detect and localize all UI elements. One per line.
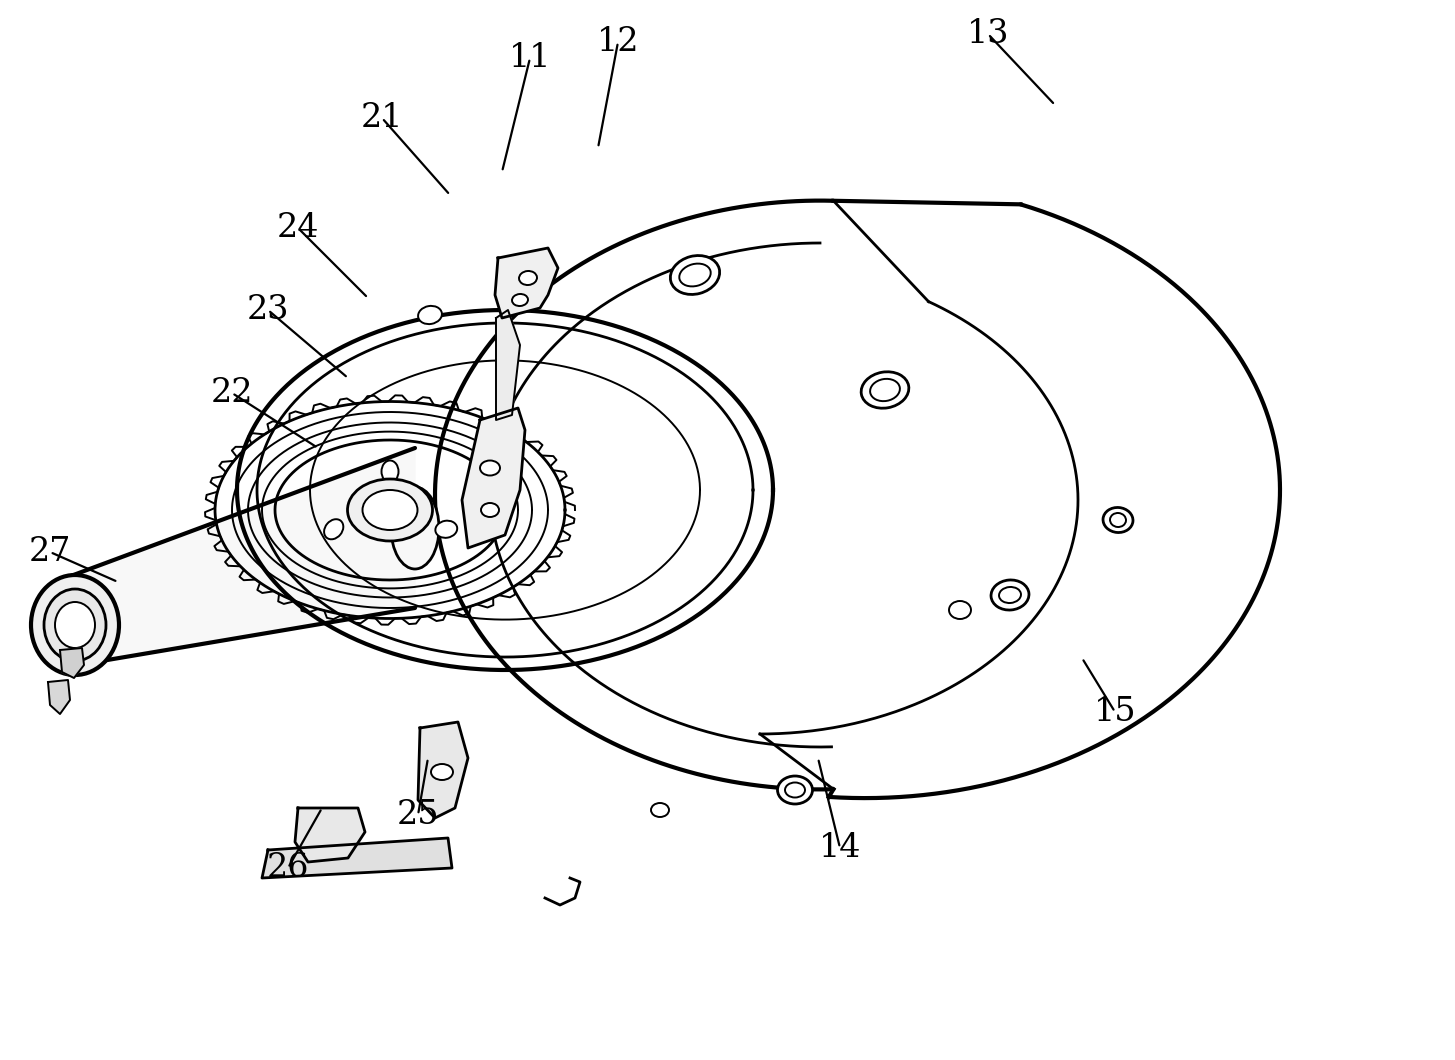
Polygon shape [295,808,365,862]
Ellipse shape [650,803,669,817]
Text: 21: 21 [361,102,403,134]
Ellipse shape [786,782,805,797]
Polygon shape [418,722,469,818]
Ellipse shape [482,504,499,517]
Ellipse shape [381,460,399,482]
Polygon shape [262,838,453,878]
Ellipse shape [949,601,970,619]
Ellipse shape [870,378,899,401]
Polygon shape [495,248,559,318]
Ellipse shape [671,255,720,295]
Ellipse shape [1110,513,1126,527]
Ellipse shape [44,589,106,661]
Ellipse shape [861,372,909,408]
Text: 24: 24 [276,212,319,244]
Polygon shape [496,310,519,420]
Text: 14: 14 [819,832,861,864]
Ellipse shape [480,460,501,476]
Ellipse shape [777,776,812,803]
Text: 27: 27 [29,536,71,568]
Text: 12: 12 [597,26,639,58]
Polygon shape [60,648,84,678]
Text: 13: 13 [966,18,1010,50]
Text: 25: 25 [397,799,439,831]
Text: 23: 23 [247,294,290,326]
Ellipse shape [679,264,710,286]
Ellipse shape [391,487,439,569]
Polygon shape [463,408,525,548]
Ellipse shape [55,602,95,648]
Text: 11: 11 [509,42,551,74]
Ellipse shape [1103,508,1133,532]
Ellipse shape [362,490,418,530]
Text: 22: 22 [211,377,253,409]
Ellipse shape [512,294,528,306]
Ellipse shape [435,520,457,537]
Polygon shape [60,448,415,668]
Text: 15: 15 [1094,696,1136,728]
Polygon shape [48,681,70,714]
Ellipse shape [324,519,343,540]
Ellipse shape [31,575,119,675]
Ellipse shape [348,479,432,541]
Ellipse shape [991,580,1029,611]
Ellipse shape [418,306,442,324]
Ellipse shape [431,764,453,780]
Ellipse shape [519,271,537,285]
Text: 26: 26 [266,852,310,884]
Ellipse shape [1000,587,1021,603]
